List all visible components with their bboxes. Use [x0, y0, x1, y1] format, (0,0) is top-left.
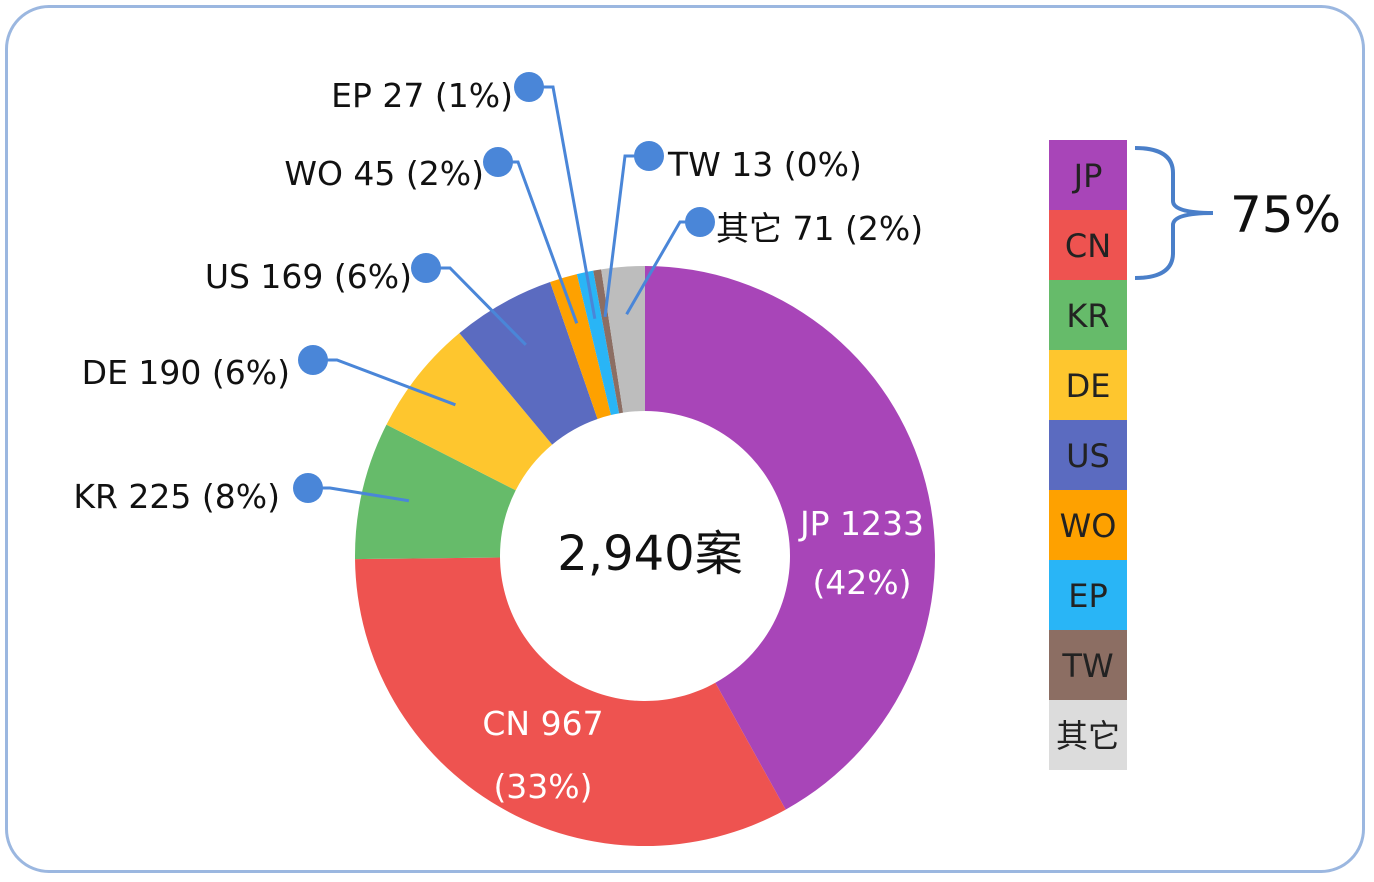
legend-swatch-tw [1049, 630, 1127, 700]
slice-us [459, 281, 598, 445]
bracket-percent-label: 75% [1230, 186, 1341, 244]
legend-item-wo: WO [1049, 490, 1127, 560]
slice-pct-jp: (42%) [812, 563, 911, 602]
legend-swatch-ep [1049, 560, 1127, 630]
legend-item-kr: KR [1049, 280, 1127, 350]
legend-swatch-other [1049, 700, 1127, 770]
legend-label-us: US [1066, 437, 1110, 475]
donut-slices [355, 266, 935, 846]
legend-label-tw: TW [1061, 647, 1113, 685]
slice-wo [550, 274, 611, 419]
slice-tw [593, 269, 624, 414]
callout-dot-wo [483, 147, 513, 177]
slice-label-us: US 169 (6%) [205, 257, 412, 296]
callout-lines [293, 72, 715, 503]
slice-pct-cn: (33%) [493, 767, 592, 806]
slice-jp [645, 266, 935, 810]
slice-label-tw: TW 13 (0%) [667, 145, 862, 184]
slice-label-other: 其它 71 (2%) [716, 209, 923, 248]
legend-label-other: 其它 [1056, 717, 1120, 755]
slice-label-cn: CN 967 [482, 704, 603, 743]
legend-swatch-cn [1049, 210, 1127, 280]
slice-label-jp: JP 1233 [798, 504, 924, 543]
callout-dot-tw [634, 141, 664, 171]
legend: JP CN KR DE US WO EP TW 其它 [1049, 140, 1127, 770]
legend-item-ep: EP [1049, 560, 1127, 630]
legend-swatch-jp [1049, 140, 1127, 210]
slice-kr [355, 424, 516, 560]
slice-ep [576, 270, 620, 416]
callout-dot-other [685, 207, 715, 237]
slice-label-wo: WO 45 (2%) [284, 154, 484, 193]
legend-label-ep: EP [1068, 577, 1108, 615]
legend-item-us: US [1049, 420, 1127, 490]
callout-dot-us [411, 253, 441, 283]
legend-label-cn: CN [1065, 227, 1111, 265]
callout-dot-kr [293, 473, 323, 503]
legend-swatch-us [1049, 420, 1127, 490]
legend-swatch-de [1049, 350, 1127, 420]
legend-swatch-wo [1049, 490, 1127, 560]
legend-label-jp: JP [1072, 157, 1103, 195]
center-total-label: 2,940案 [557, 526, 742, 582]
slice-label-de: DE 190 (6%) [82, 353, 290, 392]
slice-cn [355, 557, 786, 846]
legend-label-wo: WO [1060, 507, 1117, 545]
share-bracket: 75% [1134, 146, 1341, 280]
bracket-brace [1134, 146, 1214, 280]
slice-de [386, 333, 553, 491]
legend-swatch-kr [1049, 280, 1127, 350]
legend-item-jp: JP [1049, 140, 1127, 210]
legend-item-tw: TW [1049, 630, 1127, 700]
callout-dot-ep [514, 72, 544, 102]
slice-labels: JP 1233 (42%) CN 967 (33%) KR 225 (8%) DE 190… [73, 76, 924, 806]
legend-label-kr: KR [1066, 297, 1109, 335]
legend-item-cn: CN [1049, 210, 1127, 280]
callout-dot-de [298, 345, 328, 375]
legend-item-de: DE [1049, 350, 1127, 420]
slice-label-kr: KR 225 (8%) [73, 477, 280, 516]
legend-item-other: 其它 [1049, 700, 1127, 770]
legend-label-de: DE [1066, 367, 1111, 405]
slice-label-ep: EP 27 (1%) [331, 76, 513, 115]
